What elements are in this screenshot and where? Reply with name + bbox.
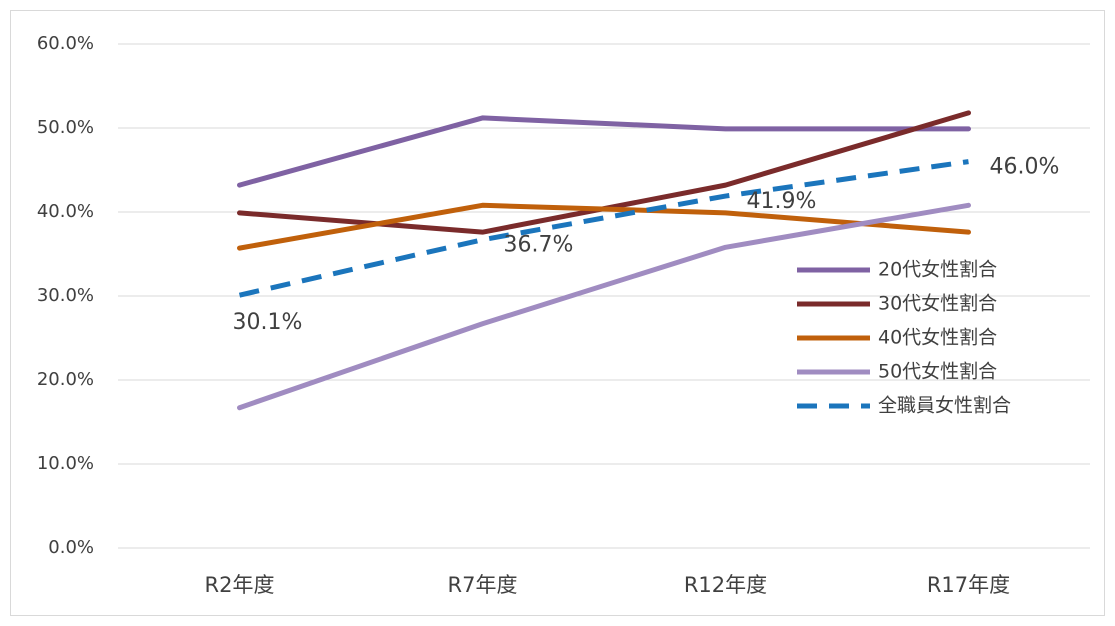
- y-tick-label: 60.0%: [37, 33, 94, 54]
- data-label: 46.0%: [990, 155, 1060, 180]
- series-line: [237, 115, 971, 188]
- y-tick-label: 50.0%: [37, 117, 94, 138]
- legend-label: 50代女性割合: [878, 361, 997, 383]
- y-tick-label: 20.0%: [37, 369, 94, 390]
- legend-label: 40代女性割合: [878, 327, 997, 349]
- x-tick-label: R2年度: [205, 573, 275, 597]
- series-line: [237, 202, 971, 411]
- y-tick-label: 40.0%: [37, 201, 94, 222]
- series-line: [238, 159, 969, 298]
- data-label: 30.1%: [233, 310, 303, 335]
- data-label: 36.7%: [504, 233, 574, 258]
- y-tick-label: 10.0%: [37, 453, 94, 474]
- chart-frame: [10, 10, 1105, 616]
- y-tick-label: 0.0%: [48, 537, 94, 558]
- series-line: [237, 202, 971, 251]
- x-tick-label: R7年度: [448, 573, 518, 597]
- y-tick-label: 30.0%: [37, 285, 94, 306]
- data-label: 41.9%: [747, 189, 817, 214]
- legend-label: 全職員女性割合: [878, 395, 1011, 417]
- legend-label: 20代女性割合: [878, 259, 997, 281]
- x-tick-label: R17年度: [927, 573, 1010, 597]
- legend-label: 30代女性割合: [878, 293, 997, 315]
- x-tick-label: R12年度: [684, 573, 767, 597]
